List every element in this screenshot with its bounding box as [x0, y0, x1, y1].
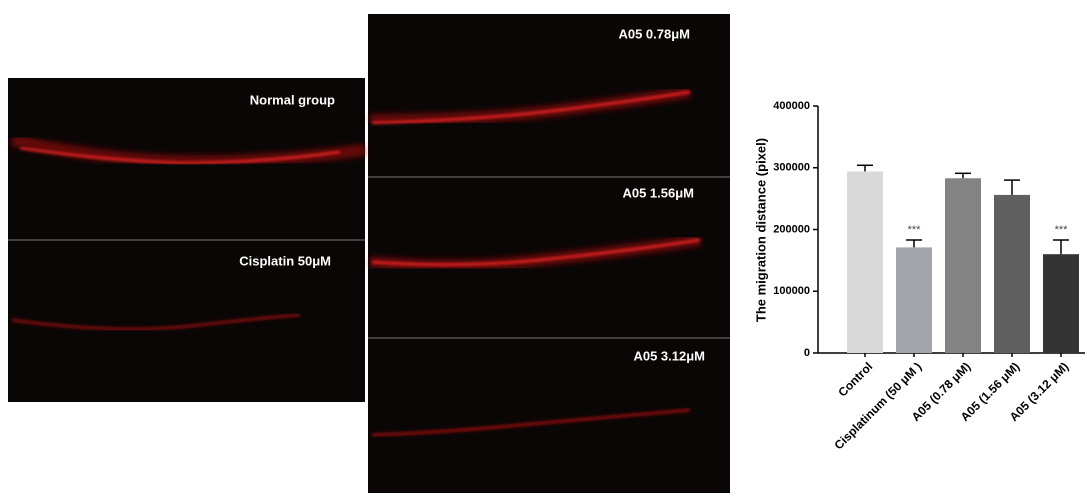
significance: ***: [1055, 224, 1069, 236]
bar: [847, 171, 883, 353]
y-tick-label: 200000: [773, 223, 810, 235]
y-tick-label: 400000: [773, 100, 810, 112]
y-tick-label: 300000: [773, 162, 810, 174]
bar: [896, 247, 932, 353]
micrographs: [8, 14, 730, 493]
y-tick-label: 100000: [773, 285, 810, 297]
bar: [994, 194, 1030, 353]
y-tick-label: 0: [804, 347, 810, 359]
panel-label: Cisplatin 50μM: [239, 253, 331, 268]
panel-label: Normal group: [250, 92, 335, 107]
y-axis-label: The migration distance (pixel): [753, 138, 768, 322]
bar: [1043, 254, 1079, 353]
panel-label: A05 0.78μM: [618, 26, 690, 41]
bar: [945, 178, 981, 353]
panel-label: A05 1.56μM: [622, 185, 694, 200]
significance: ***: [908, 224, 922, 236]
x-tick-label: Cisplatinum (50 μM ): [831, 359, 924, 452]
panel-label: A05 3.12μM: [633, 348, 705, 363]
x-tick-label: Control: [835, 359, 875, 399]
